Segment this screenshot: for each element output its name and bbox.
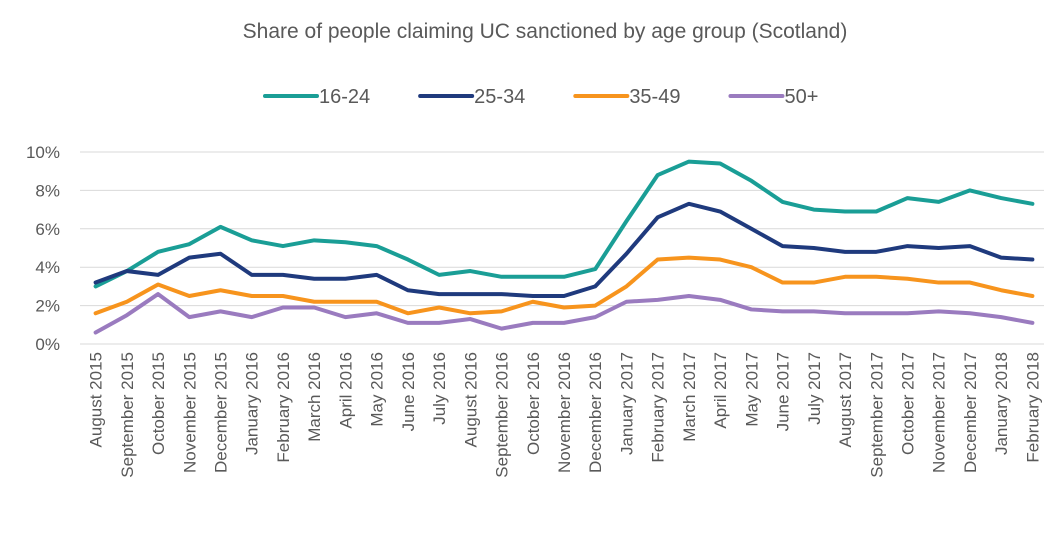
series-line xyxy=(93,159,1035,289)
series-line xyxy=(93,255,1035,316)
x-tick-label: February 2018 xyxy=(1023,352,1042,463)
x-tick-label: October 2016 xyxy=(524,352,543,455)
x-tick-label: September 2016 xyxy=(493,352,512,478)
y-tick-label: 10% xyxy=(26,143,60,162)
x-tick-label: June 2017 xyxy=(774,352,793,431)
legend-label: 16-24 xyxy=(319,86,370,108)
series-line xyxy=(93,201,1035,298)
y-tick-label: 0% xyxy=(35,335,60,354)
y-tick-label: 4% xyxy=(35,258,60,277)
x-tick-label: August 2015 xyxy=(87,352,106,447)
x-tick-label: May 2017 xyxy=(742,352,761,427)
x-tick-label: April 2016 xyxy=(336,352,355,429)
x-tick-label: October 2017 xyxy=(898,352,917,455)
legend-label: 50+ xyxy=(784,86,818,108)
chart-title: Share of people claiming UC sanctioned b… xyxy=(243,20,848,43)
x-tick-label: August 2017 xyxy=(836,352,855,447)
x-tick-label: November 2015 xyxy=(180,352,199,473)
x-tick-label: January 2018 xyxy=(992,352,1011,455)
x-tick-label: April 2017 xyxy=(711,352,730,429)
x-tick-label: November 2017 xyxy=(930,352,949,473)
x-tick-label: June 2016 xyxy=(399,352,418,431)
x-tick-label: August 2016 xyxy=(461,352,480,447)
series-line xyxy=(93,292,1035,335)
y-tick-label: 8% xyxy=(35,181,60,200)
x-tick-label: January 2017 xyxy=(617,352,636,455)
y-tick-label: 2% xyxy=(35,297,60,316)
x-tick-label: July 2016 xyxy=(430,352,449,425)
legend-label: 25-34 xyxy=(474,86,525,108)
x-tick-label: October 2015 xyxy=(149,352,168,455)
x-tick-label: November 2016 xyxy=(555,352,574,473)
x-tick-label: July 2017 xyxy=(805,352,824,425)
x-tick-label: December 2017 xyxy=(961,352,980,473)
x-tick-label: March 2017 xyxy=(680,352,699,442)
x-tick-label: December 2016 xyxy=(586,352,605,473)
x-tick-label: September 2015 xyxy=(118,352,137,478)
x-tick-label: March 2016 xyxy=(305,352,324,442)
y-tick-label: 6% xyxy=(35,220,60,239)
legend-label: 35-49 xyxy=(629,86,680,108)
x-tick-label: February 2017 xyxy=(649,352,668,463)
x-tick-label: January 2016 xyxy=(243,352,262,455)
x-tick-label: September 2017 xyxy=(867,352,886,478)
x-tick-label: May 2016 xyxy=(368,352,387,427)
x-tick-label: December 2015 xyxy=(212,352,231,473)
x-tick-label: February 2016 xyxy=(274,352,293,463)
